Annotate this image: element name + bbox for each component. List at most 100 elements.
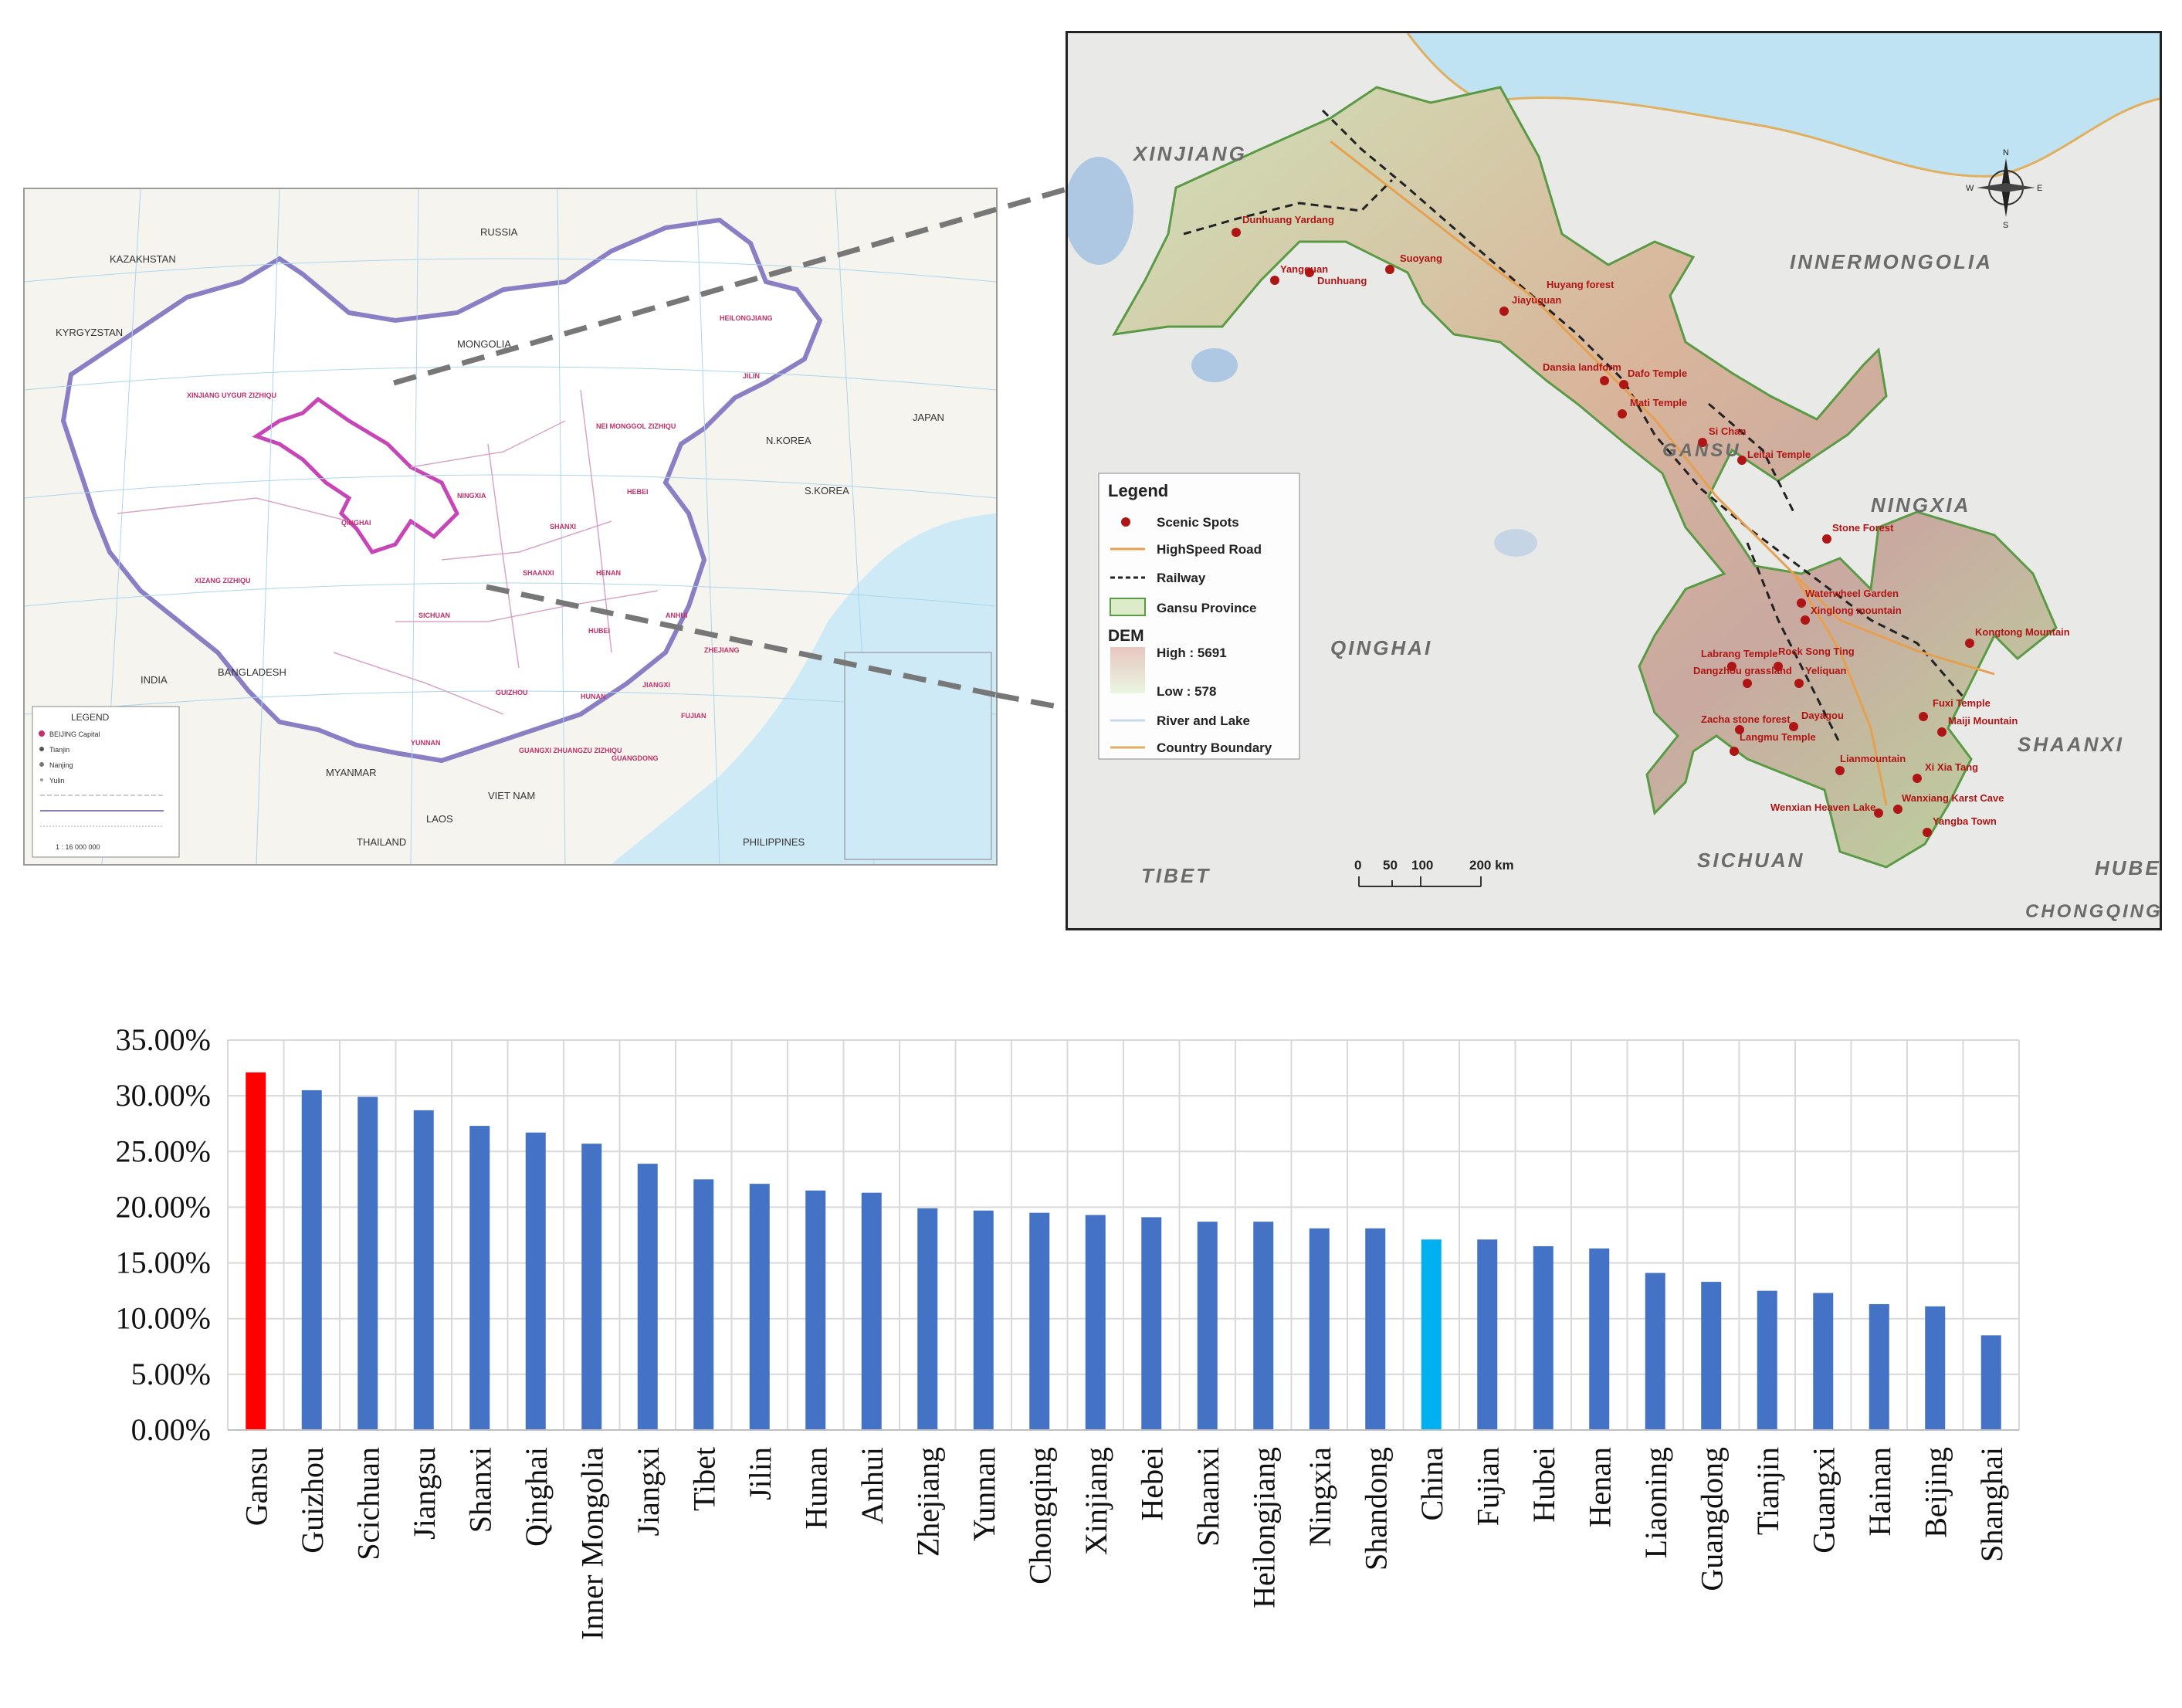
spot-label: Langmu Temple: [1740, 731, 1816, 743]
x-tick-label: Xinjiang: [1079, 1447, 1113, 1555]
bar-hunan: [805, 1190, 826, 1430]
scenic-spot-marker: [1822, 534, 1831, 544]
spot-label: Lianmountain: [1840, 753, 1906, 764]
prov-jiangxi: JIANGXI: [642, 681, 670, 689]
chart-bars: [246, 1072, 2001, 1430]
china-legend-title: LEGEND: [71, 712, 110, 723]
scale-label: 100: [1411, 858, 1433, 873]
scenic-spot-marker: [1305, 268, 1314, 277]
scale-label: 200 km: [1469, 858, 1514, 873]
scenic-spot-marker: [1499, 307, 1509, 316]
country-india: INDIA: [141, 674, 168, 686]
spot-label: Wanxiang Karst Cave: [1902, 792, 2004, 804]
gansu-map-canvas: XINJIANG INNERMONGOLIA NINGXIA QINGHAI S…: [1068, 33, 2160, 922]
spot-label: Huyang forest: [1547, 279, 1614, 290]
spot-label: Jiayuguan: [1512, 294, 1561, 306]
x-tick-label: Guangdong: [1694, 1447, 1729, 1591]
x-tick-label: Henan: [1582, 1447, 1617, 1527]
bar-inner-mongolia: [581, 1144, 602, 1430]
prov-yunnan: YUNNAN: [411, 739, 441, 747]
spot-label: Dafo Temple: [1628, 368, 1687, 379]
y-tick-label: 30.00%: [116, 1078, 211, 1113]
prov-guizhou: GUIZHOU: [496, 689, 528, 696]
x-tick-label: Ningxia: [1303, 1447, 1337, 1547]
legend-boundary: Country Boundary: [1157, 740, 1272, 755]
spot-label: Dunhuang: [1317, 275, 1367, 286]
bar-chongqing: [1029, 1212, 1050, 1430]
bar-chart: 0.00% 5.00% 10.00% 15.00% 20.00% 25.00% 30.00%…: [116, 1022, 2020, 1640]
x-tick-label: Heilongjiang: [1246, 1447, 1281, 1608]
country-n-korea: N.KOREA: [766, 435, 811, 446]
x-tick-label: Hubei: [1526, 1447, 1561, 1523]
scale-label: 50: [1383, 858, 1398, 873]
bar-shanghai: [1980, 1335, 2001, 1430]
prov-sichuan: SICHUAN: [418, 612, 450, 619]
lake: [1068, 157, 1133, 265]
region-xinjiang: XINJIANG: [1132, 142, 1247, 165]
legend-province: Gansu Province: [1157, 601, 1256, 615]
x-tick-label: China: [1415, 1447, 1449, 1521]
scenic-spot-marker: [1618, 409, 1627, 419]
bar-qinghai: [525, 1132, 546, 1430]
x-tick-label: Hainan: [1862, 1447, 1897, 1537]
x-tick-label: Yunnan: [967, 1447, 1001, 1541]
country-vietnam: VIET NAM: [488, 790, 535, 801]
scenic-spot-marker: [1913, 774, 1922, 783]
x-tick-label: Chongqing: [1022, 1447, 1057, 1584]
bar-anhui: [861, 1192, 882, 1430]
bar-xinjiang: [1085, 1215, 1106, 1430]
country-russia: RUSSIA: [480, 226, 518, 238]
country-kazakhstan: KAZAKHSTAN: [110, 253, 176, 265]
spot-label: Dayagou: [1801, 710, 1844, 721]
bar-guangdong: [1701, 1282, 1722, 1430]
scenic-spot-marker: [1937, 727, 1947, 737]
country-bangladesh: BANGLADESH: [218, 666, 286, 678]
y-tick-label: 25.00%: [116, 1134, 211, 1168]
spot-label: Yangba Town: [1933, 815, 1997, 827]
scale-label: 0: [1354, 858, 1361, 873]
lake: [1494, 529, 1537, 557]
country-thailand: THAILAND: [357, 836, 406, 848]
scenic-spot-marker: [1919, 712, 1928, 721]
graticule: [25, 189, 996, 864]
region-inner-mongolia: INNERMONGOLIA: [1790, 250, 1993, 273]
railways: [1183, 109, 1965, 744]
spot-label: Fuxi Temple: [1933, 697, 1991, 709]
scenic-spot-marker: [1874, 808, 1883, 818]
compass-w: W: [1966, 184, 1974, 193]
spot-label: Kongtong Mountain: [1975, 626, 2070, 638]
gansu-map: XINJIANG INNERMONGOLIA NINGXIA QINGHAI S…: [1066, 31, 2162, 930]
prov-ningxia: NINGXIA: [457, 492, 486, 500]
south-china-sea-inset: [844, 652, 992, 860]
x-tick-label: Shanxi: [462, 1447, 497, 1533]
x-tick-label: Inner Mongolia: [574, 1447, 609, 1640]
china-legend-item: Nanjing: [49, 761, 73, 769]
scenic-spot-marker: [1789, 722, 1798, 731]
scenic-spot-marker: [1794, 679, 1804, 688]
x-tick-label: Hebei: [1134, 1447, 1169, 1521]
gansu-legend: Legend Scenic Spots HighSpeed Road Railw…: [1098, 473, 1300, 760]
bar-hebei: [1141, 1217, 1162, 1430]
scenic-spot-marker: [1730, 747, 1739, 756]
china-legend-item: BEIJING Capital: [49, 730, 100, 738]
bar-fujian: [1477, 1239, 1498, 1430]
scenic-spot-marker: [1893, 805, 1902, 814]
bar-jilin: [749, 1184, 770, 1430]
legend-dem-ramp: [1110, 647, 1145, 693]
china-outline: [60, 217, 823, 764]
spot-label: Dunhuang Yardang: [1242, 214, 1334, 225]
x-axis: Gansu Guizhou Scichuan Jiangsu Shanxi Qinghai…: [228, 1429, 2019, 1640]
bar-heilongjiang: [1253, 1222, 1274, 1430]
x-tick-label: Shanghai: [1974, 1447, 2009, 1562]
prov-xizang: XIZANG ZIZHIQU: [195, 577, 251, 585]
prov-hubei: HUBEI: [588, 627, 610, 635]
x-tick-label: Shandong: [1358, 1447, 1393, 1571]
country-philippines: PHILIPPINES: [743, 836, 805, 848]
country-s-korea: S.KOREA: [805, 485, 849, 496]
spot-label: Leitai Temple: [1747, 449, 1811, 460]
x-tick-label: Jiangsu: [407, 1447, 442, 1540]
spot-label: Mati Temple: [1630, 397, 1687, 408]
legend-high: High : 5691: [1157, 646, 1227, 660]
country-laos: LAOS: [426, 813, 453, 825]
y-tick-label: 35.00%: [116, 1022, 211, 1057]
